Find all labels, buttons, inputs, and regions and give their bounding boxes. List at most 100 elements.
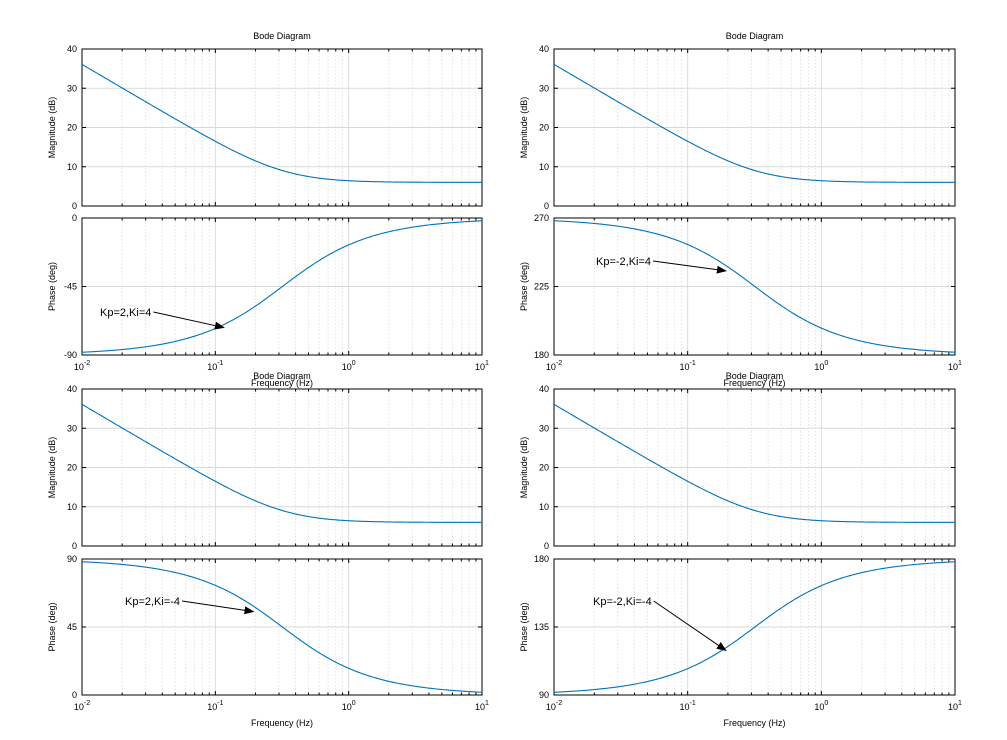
x-tick-base: 10 xyxy=(475,702,485,712)
x-tick-base: 10 xyxy=(680,362,690,372)
x-tick-label: 10-2 xyxy=(546,360,562,372)
x-tick-label: 10-2 xyxy=(74,700,90,712)
magnitude-curve xyxy=(553,63,955,183)
y-tick-label: 0 xyxy=(72,213,77,223)
y-tick-label: 10 xyxy=(67,502,77,512)
x-tick-label: 10-2 xyxy=(546,700,562,712)
x-axis-label: Frequency (Hz) xyxy=(723,378,785,388)
y-tick-label: 40 xyxy=(539,384,549,394)
y-tick-label: 270 xyxy=(534,213,549,223)
x-tick-label: 101 xyxy=(948,360,962,372)
annotation-label: Kp=2,Ki=4 xyxy=(100,307,151,319)
x-tick-base: 10 xyxy=(74,702,84,712)
y-tick-label: 40 xyxy=(67,44,77,54)
x-tick-label: 10-1 xyxy=(680,360,696,372)
annotation-label: Kp=-2,Ki=4 xyxy=(596,256,651,268)
x-tick-exponent: -2 xyxy=(556,360,562,367)
y-tick-label: 20 xyxy=(67,463,77,473)
x-tick-base: 10 xyxy=(948,362,958,372)
x-tick-label: 100 xyxy=(342,360,356,372)
x-tick-label: 100 xyxy=(814,360,828,372)
y-axis-label: Phase (deg) xyxy=(519,262,529,311)
x-tick-label: 10-1 xyxy=(207,700,223,712)
annotation-arrow xyxy=(153,311,225,330)
x-tick-exponent: 1 xyxy=(485,360,489,367)
y-tick-label: 30 xyxy=(67,423,77,433)
x-tick-exponent: -1 xyxy=(217,700,223,707)
x-tick-label: 10-1 xyxy=(207,360,223,372)
x-tick-label: 100 xyxy=(342,700,356,712)
x-tick-label: 101 xyxy=(475,700,489,712)
x-tick-exponent: 0 xyxy=(824,360,828,367)
y-tick-label: 30 xyxy=(539,423,549,433)
x-tick-label: 10-2 xyxy=(74,360,90,372)
y-axis-label: Phase (deg) xyxy=(519,602,529,651)
x-tick-base: 10 xyxy=(475,362,485,372)
y-tick-label: 0 xyxy=(72,690,77,700)
y-axis-label: Phase (deg) xyxy=(47,262,57,311)
x-tick-base: 10 xyxy=(207,702,217,712)
x-tick-label: 101 xyxy=(475,360,489,372)
x-tick-exponent: 1 xyxy=(958,700,962,707)
x-axis-label: Frequency (Hz) xyxy=(251,378,313,388)
y-tick-label: 0 xyxy=(72,201,77,211)
x-tick-base: 10 xyxy=(342,362,352,372)
y-tick-label: 0 xyxy=(72,541,77,551)
x-tick-base: 10 xyxy=(546,702,556,712)
annotation-label: Kp=-2,Ki=-4 xyxy=(593,596,652,608)
magnitude-curve xyxy=(81,403,482,523)
y-axis-label: Magnitude (dB) xyxy=(47,97,57,159)
y-tick-label: 20 xyxy=(67,123,77,133)
x-tick-base: 10 xyxy=(680,702,690,712)
x-tick-base: 10 xyxy=(814,702,824,712)
chart-title: Bode Diagram xyxy=(253,371,311,381)
x-tick-base: 10 xyxy=(342,702,352,712)
annotation-arrow xyxy=(653,600,727,651)
x-tick-base: 10 xyxy=(814,362,824,372)
y-tick-label: 0 xyxy=(544,201,549,211)
x-tick-label: 101 xyxy=(948,700,962,712)
y-tick-label: 45 xyxy=(67,622,77,632)
chart-title: Bode Diagram xyxy=(253,31,311,41)
phase-curve xyxy=(553,561,956,693)
y-axis-label: Magnitude (dB) xyxy=(519,437,529,499)
y-tick-label: 30 xyxy=(539,83,549,93)
y-tick-label: 90 xyxy=(67,554,77,564)
x-tick-exponent: 0 xyxy=(352,700,356,707)
x-tick-exponent: -2 xyxy=(556,700,562,707)
phase-curve xyxy=(553,220,956,353)
x-tick-exponent: -1 xyxy=(690,700,696,707)
axes-magnitude-1: 0 10 20 30 40 Magnitude (dB) xyxy=(47,44,483,211)
x-tick-label: 100 xyxy=(814,700,828,712)
y-tick-label: 135 xyxy=(534,622,549,632)
y-tick-label: -45 xyxy=(64,282,77,292)
annotation-arrow xyxy=(181,600,255,615)
x-tick-exponent: -1 xyxy=(690,360,696,367)
chart-title: Bode Diagram xyxy=(726,31,784,41)
x-tick-base: 10 xyxy=(948,702,958,712)
x-tick-label: 10-1 xyxy=(680,700,696,712)
y-tick-label: 90 xyxy=(539,690,549,700)
x-tick-exponent: 0 xyxy=(352,360,356,367)
annotation-label: Kp=2,Ki=-4 xyxy=(125,596,180,608)
x-tick-exponent: 0 xyxy=(824,700,828,707)
y-axis-label: Magnitude (dB) xyxy=(47,437,57,499)
x-tick-base: 10 xyxy=(74,362,84,372)
x-tick-exponent: -2 xyxy=(84,360,90,367)
x-tick-base: 10 xyxy=(546,362,556,372)
y-axis-label: Phase (deg) xyxy=(47,602,57,651)
axes-magnitude-2: 0 10 20 30 40 Magnitude (dB) xyxy=(519,44,956,211)
magnitude-curve xyxy=(553,403,955,523)
y-tick-label: 180 xyxy=(534,350,549,360)
annotation-arrow xyxy=(652,260,727,274)
x-axis-label: Frequency (Hz) xyxy=(251,718,313,728)
y-tick-label: 40 xyxy=(67,384,77,394)
y-tick-label: -90 xyxy=(64,350,77,360)
phase-curve xyxy=(81,561,483,693)
y-tick-label: 10 xyxy=(67,162,77,172)
